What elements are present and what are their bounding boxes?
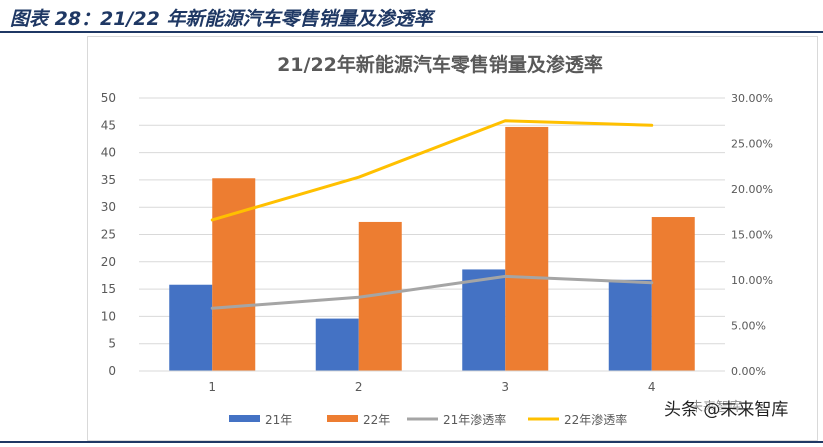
y-axis-right: 0.00% 5.00% 10.00% 15.00% 20.00% 25.00% 30.00% — [731, 92, 773, 378]
y-tick-label: 45 — [101, 118, 116, 132]
legend-label: 22年 — [363, 413, 390, 427]
y2-tick-label: 0.00% — [731, 365, 766, 378]
bar-series — [169, 126, 695, 371]
legend-label: 21年渗透率 — [443, 412, 506, 427]
chart-frame: 21/22年新能源汽车零售销量及渗透率 0 5 10 15 20 25 30 35 40 45 50… — [87, 36, 818, 441]
series-line — [210, 274, 654, 310]
y-tick-label: 15 — [101, 282, 116, 296]
y-axis-left: 0 5 10 15 20 25 30 35 40 45 50 — [101, 91, 116, 378]
chart-title: 21/22年新能源汽车零售销量及渗透率 — [277, 53, 603, 76]
watermark-logo-text: 未来智库 — [690, 400, 743, 415]
y2-tick-label: 15.00% — [731, 229, 773, 242]
bar — [462, 269, 506, 371]
watermark-text: 头条 @未来智库 — [664, 400, 789, 420]
legend-label: 21年 — [265, 413, 292, 427]
bar — [212, 178, 256, 371]
caption-rule — [0, 31, 823, 33]
bar — [505, 126, 549, 371]
series-line — [210, 119, 654, 222]
legend-swatch — [229, 415, 260, 422]
y-tick-label: 0 — [108, 364, 116, 378]
legend: 21年 22年 21年渗透率 22年渗透率 — [229, 412, 627, 427]
x-tick-label: 3 — [501, 380, 509, 394]
y2-tick-label: 5.00% — [731, 320, 766, 333]
figure-caption: 图表 28：21/22 年新能源汽车零售销量及渗透率 — [10, 8, 433, 30]
y-tick-label: 25 — [101, 228, 116, 242]
y2-tick-label: 25.00% — [731, 138, 773, 151]
x-axis: 1 2 3 4 — [139, 370, 725, 394]
y2-tick-label: 20.00% — [731, 183, 773, 196]
x-tick-label: 2 — [355, 380, 363, 394]
x-tick-label: 1 — [208, 380, 216, 394]
y-tick-label: 50 — [101, 91, 116, 105]
y-tick-label: 20 — [101, 255, 116, 269]
bottom-rule — [0, 441, 823, 443]
y-tick-label: 10 — [101, 309, 116, 323]
y2-tick-label: 10.00% — [731, 274, 773, 287]
y2-tick-label: 30.00% — [731, 92, 773, 105]
y-tick-label: 5 — [108, 337, 116, 351]
bar — [315, 318, 359, 371]
bar — [608, 279, 652, 371]
y-tick-label: 30 — [101, 200, 116, 214]
legend-swatch — [327, 415, 358, 422]
bar — [169, 284, 213, 371]
line-series — [210, 119, 654, 310]
x-tick-label: 4 — [648, 380, 656, 394]
chart: 21/22年新能源汽车零售销量及渗透率 0 5 10 15 20 25 30 35 40 45 50… — [101, 53, 773, 427]
bar — [651, 217, 695, 371]
y-tick-label: 40 — [101, 146, 116, 160]
legend-label: 22年渗透率 — [564, 412, 627, 427]
y-tick-label: 35 — [101, 173, 116, 187]
